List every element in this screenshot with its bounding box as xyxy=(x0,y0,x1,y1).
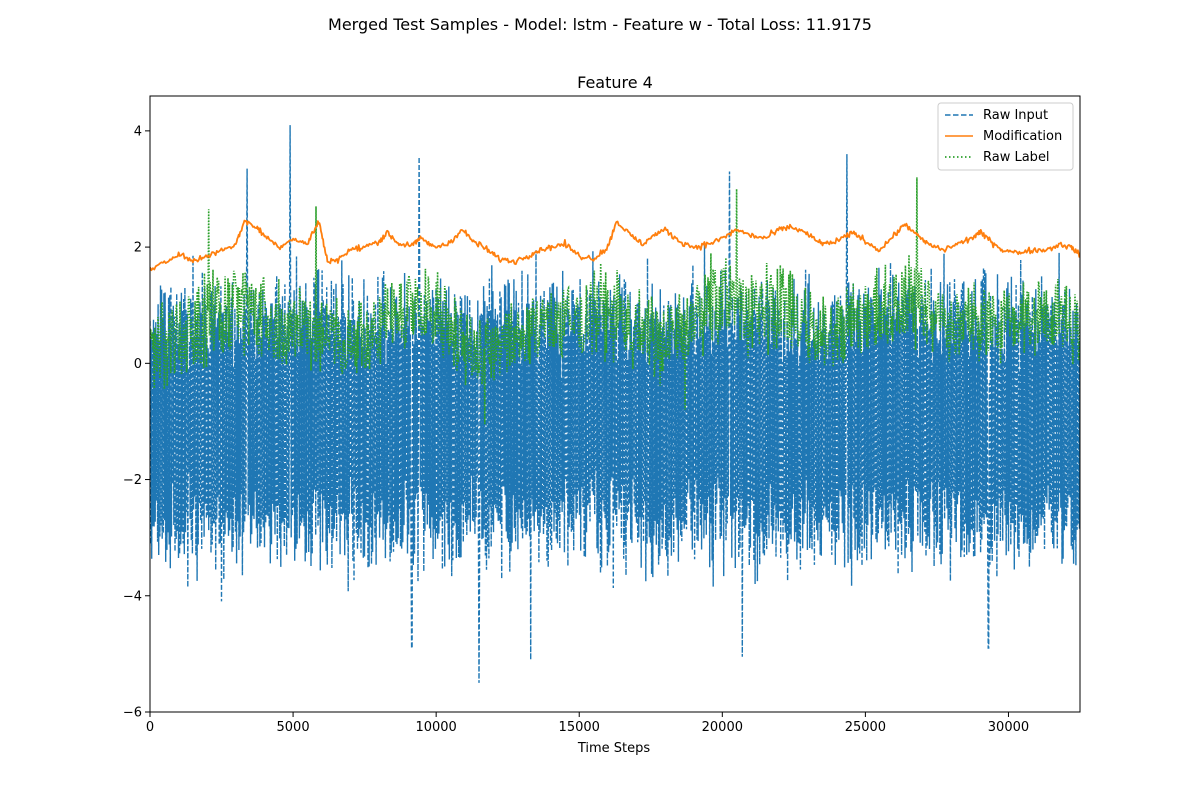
chart-title: Feature 4 xyxy=(577,73,653,92)
x-tick-label: 30000 xyxy=(988,720,1029,735)
y-tick-label: 4 xyxy=(134,124,142,139)
legend-label-raw-input: Raw Input xyxy=(983,108,1048,123)
series-modification xyxy=(150,219,1080,272)
x-tick-label: 5000 xyxy=(277,720,310,735)
legend-box xyxy=(937,102,1074,171)
series-raw-label xyxy=(150,177,1080,425)
x-tick-label: 25000 xyxy=(845,720,886,735)
y-tick-label: 2 xyxy=(134,241,142,256)
x-tick-label: 20000 xyxy=(702,720,743,735)
y-tick-label: 0 xyxy=(134,357,142,372)
x-tick-label: 0 xyxy=(146,720,154,735)
y-tick-label: −6 xyxy=(123,706,142,721)
legend-label-raw-label: Raw Label xyxy=(983,150,1050,165)
x-axis-label: Time Steps xyxy=(577,741,651,756)
series-raw-input xyxy=(150,125,1080,683)
plot-frame xyxy=(149,95,1081,713)
chart-suptitle: Merged Test Samples - Model: lstm - Feat… xyxy=(328,15,872,34)
y-tick-label: −4 xyxy=(123,589,142,604)
legend: Raw Input Modification Raw Label xyxy=(937,102,1074,171)
legend-label-modification: Modification xyxy=(983,129,1062,144)
x-tick-label: 15000 xyxy=(559,720,600,735)
series-layer xyxy=(150,125,1080,683)
x-tick-label: 10000 xyxy=(415,720,456,735)
y-tick-label: −2 xyxy=(123,473,142,488)
axis-ticks: 0 5000 10000 15000 20000 25000 30000 −6 −4 −2 0 2 4 xyxy=(123,124,1029,735)
